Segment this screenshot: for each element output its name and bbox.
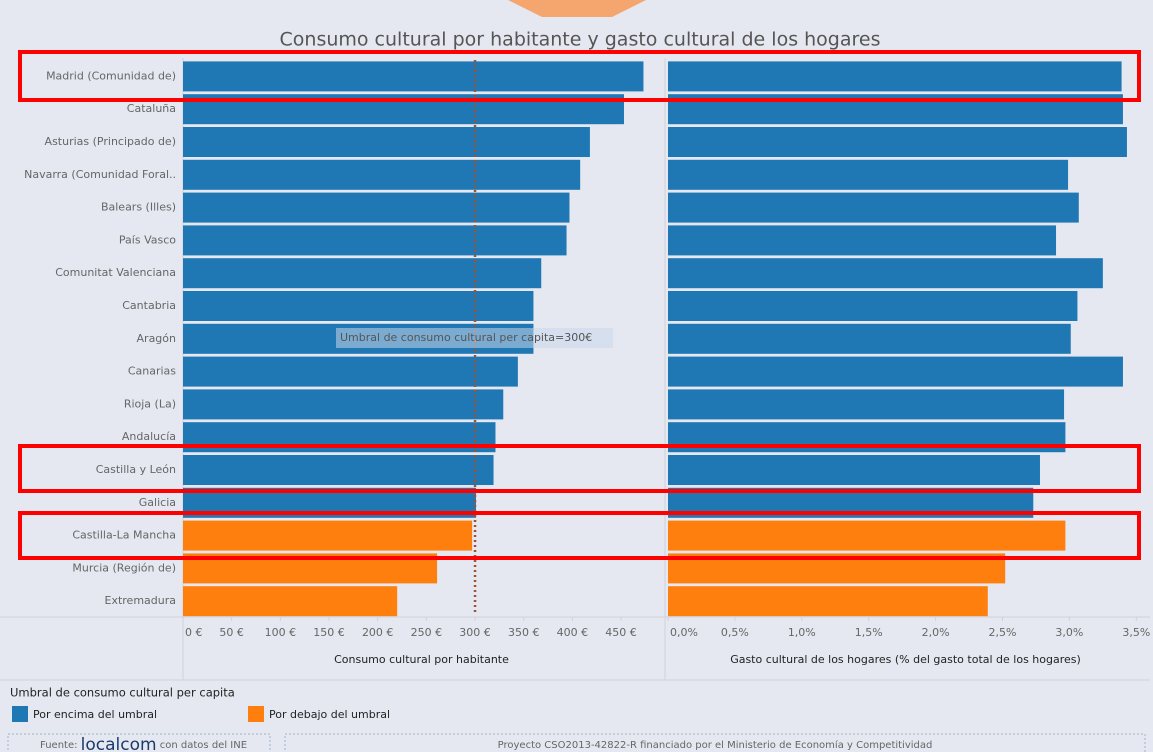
chart-title: Consumo cultural por habitante y gasto c… xyxy=(280,29,881,51)
annotation-box xyxy=(336,328,613,348)
bar xyxy=(668,258,1103,289)
x-tick-label: 250 € xyxy=(411,626,443,639)
footer-brand: localcom xyxy=(81,735,157,752)
category-label: Galicia xyxy=(139,496,176,509)
footer-source-prefix: Fuente: xyxy=(40,740,77,751)
bar xyxy=(668,127,1127,157)
x-tick-label: 0,5% xyxy=(721,626,749,639)
legend-swatch xyxy=(248,706,264,722)
legend-label: Por debajo del umbral xyxy=(269,708,390,721)
x-tick-label: 100 € xyxy=(265,626,297,639)
x-tick-label: 50 € xyxy=(219,626,244,639)
bar xyxy=(183,455,494,485)
category-label: País Vasco xyxy=(119,233,176,246)
bar xyxy=(668,586,988,617)
category-label: Castilla-La Mancha xyxy=(72,529,176,542)
bar xyxy=(668,455,1040,485)
bar xyxy=(668,61,1122,92)
bar xyxy=(668,520,1066,551)
bar xyxy=(668,225,1057,256)
x-tick-label: 200 € xyxy=(362,626,394,639)
bar xyxy=(668,159,1069,190)
bar xyxy=(183,192,570,223)
x-tick-label: 450 € xyxy=(605,626,637,639)
legend-title: Umbral de consumo cultural per capita xyxy=(10,686,235,700)
bar xyxy=(183,258,542,289)
bar xyxy=(183,127,590,157)
category-label: Canarias xyxy=(128,365,176,378)
highlight-box xyxy=(18,50,1141,102)
bar xyxy=(668,192,1079,223)
bar xyxy=(183,159,581,190)
bar xyxy=(183,389,504,420)
legend-label: Por encima del umbral xyxy=(33,708,157,721)
highlight-box xyxy=(18,511,1141,560)
category-label: Balears (Illes) xyxy=(101,201,176,214)
category-label: Murcia (Región de) xyxy=(72,561,176,574)
category-label: Cantabria xyxy=(122,299,176,312)
category-label: Asturias (Principado de) xyxy=(45,135,176,148)
category-label: Rioja (La) xyxy=(124,397,176,410)
footer-box xyxy=(284,733,1146,752)
legend-swatch xyxy=(12,706,28,722)
bar xyxy=(668,323,1071,354)
x-tick-label: 3,0% xyxy=(1055,626,1083,639)
bar xyxy=(668,389,1065,420)
footer-source-suffix: con datos del INE xyxy=(160,740,247,751)
footer-source: Fuente: localcom con datos del INE xyxy=(40,735,247,752)
x-tick-label: 1,0% xyxy=(788,626,816,639)
category-label: Cataluña xyxy=(127,102,176,115)
bar xyxy=(183,291,534,321)
x-axis-label: Gasto cultural de los hogares (% del gas… xyxy=(730,653,1081,666)
category-label: Extremadura xyxy=(105,594,177,607)
x-tick-label: 3,5% xyxy=(1122,626,1150,639)
highlight-box xyxy=(18,444,1141,493)
bar xyxy=(183,586,398,617)
bar xyxy=(183,356,518,387)
category-label: Castilla y León xyxy=(96,463,176,476)
x-tick-label: 150 € xyxy=(313,626,345,639)
category-label: Aragón xyxy=(137,332,177,345)
bar xyxy=(668,356,1123,387)
footer-project: Proyecto CSO2013-42822-R financiado por … xyxy=(498,739,933,751)
category-label: Madrid (Comunidad de) xyxy=(46,69,176,82)
x-tick-label: 0 € xyxy=(185,626,203,639)
x-tick-label: 350 € xyxy=(508,626,540,639)
footer-box xyxy=(7,733,271,752)
category-label: Navarra (Comunidad Foral.. xyxy=(24,168,176,181)
category-label: Andalucía xyxy=(122,430,176,443)
x-tick-label: 400 € xyxy=(557,626,589,639)
x-tick-label: 0,0% xyxy=(670,626,698,639)
annotation: Umbral de consumo cultural per capita=30… xyxy=(340,331,592,344)
bar xyxy=(183,225,567,256)
x-tick-label: 2,0% xyxy=(922,626,950,639)
x-axis-label: Consumo cultural por habitante xyxy=(334,653,509,666)
bar xyxy=(183,520,473,551)
top-shape xyxy=(508,0,646,17)
bar xyxy=(668,291,1078,321)
x-tick-label: 300 € xyxy=(459,626,491,639)
category-label: Comunitat Valenciana xyxy=(55,266,176,279)
x-tick-label: 1,5% xyxy=(855,626,883,639)
bar xyxy=(183,61,644,92)
x-tick-label: 2,5% xyxy=(989,626,1017,639)
